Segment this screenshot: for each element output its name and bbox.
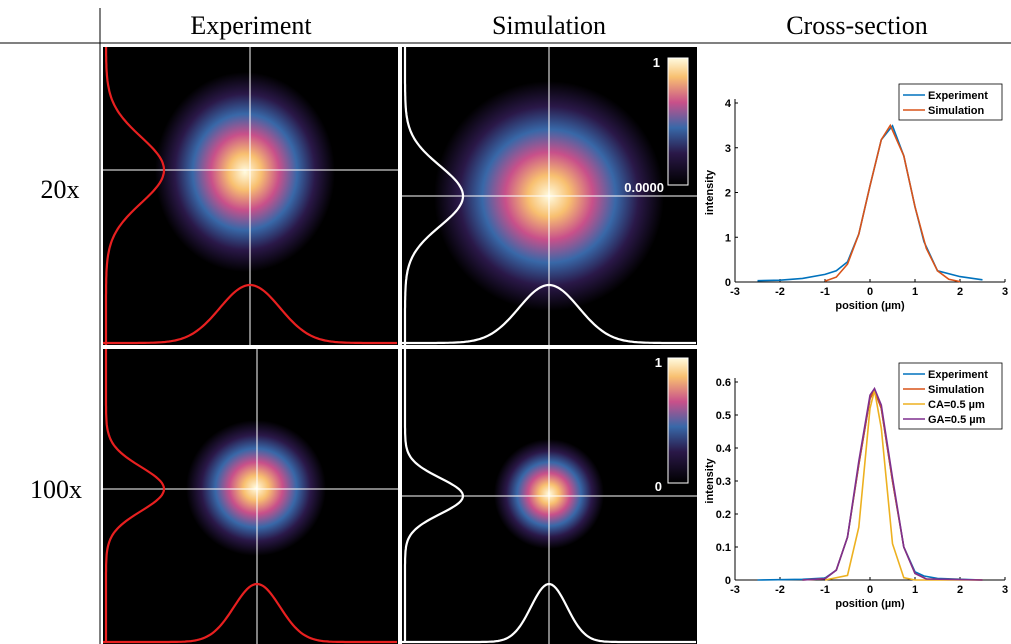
colorbar (667, 357, 689, 484)
image-panel (103, 349, 398, 644)
profile (104, 47, 166, 345)
legend: Experiment Simulation (898, 83, 1003, 121)
y-tick-label: 0.6 (716, 377, 731, 389)
line-series (824, 123, 961, 283)
profile (403, 349, 464, 643)
line-series (802, 386, 983, 581)
colorbar-label: 0.0000 (624, 180, 664, 195)
profile (402, 583, 696, 644)
chart: -3 -2 -1 0 1 2 3 0 0.1 0.2 0.3 0.4 0.5 0.6 position (µ… (704, 362, 1008, 610)
x-tick-label: 0 (867, 286, 873, 298)
column-header: Cross-section (786, 11, 928, 40)
line-series (824, 390, 983, 581)
x-axis-label: position (µm) (835, 300, 905, 312)
legend-label: Experiment (928, 90, 988, 102)
colorbar-label: 1 (653, 55, 660, 70)
x-tick-label: 3 (1002, 584, 1008, 596)
profiles (103, 47, 697, 644)
x-tick-label: 2 (957, 584, 963, 596)
legend-box (898, 83, 1003, 121)
x-tick-label: 2 (957, 286, 963, 298)
y-axis-label: intensity (704, 169, 716, 215)
legend: Experiment Simulation CA=0.5 µm GA=0.5 µm (898, 362, 1003, 430)
profile (402, 283, 696, 345)
y-tick-label: 0.4 (716, 443, 732, 455)
colorbar-label: 0 (655, 479, 662, 494)
column-header: Experiment (190, 11, 312, 40)
y-tick-label: 0 (725, 575, 731, 587)
x-tick-label: 1 (912, 286, 918, 298)
y-tick-label: 0.2 (716, 509, 731, 521)
legend-label: GA=0.5 µm (928, 414, 986, 426)
y-tick-label: 1 (725, 232, 731, 244)
x-tick-label: -2 (775, 584, 785, 596)
y-tick-label: 0.5 (716, 410, 731, 422)
profile (103, 582, 397, 644)
y-tick-label: 0 (725, 277, 731, 289)
x-tick-label: 1 (912, 584, 918, 596)
legend-label: Simulation (928, 384, 985, 396)
chart: -3 -2 -1 0 1 2 3 0 1 2 3 4 position (µm) intensity Exp… (704, 83, 1008, 312)
x-tick-label: -3 (730, 584, 740, 596)
x-axis-label: position (µm) (835, 598, 905, 610)
column-header: Simulation (492, 11, 606, 40)
profile (104, 349, 166, 643)
line-series (757, 124, 983, 282)
y-tick-label: 2 (725, 188, 731, 200)
x-tick-label: -1 (820, 286, 830, 298)
legend-label: Experiment (928, 369, 988, 381)
colorbar (667, 57, 689, 186)
x-tick-label: -1 (820, 584, 830, 596)
profile (103, 283, 397, 345)
x-tick-label: 3 (1002, 286, 1008, 298)
row-label: 20x (41, 175, 80, 204)
y-axis-label: intensity (704, 458, 716, 504)
legend-label: CA=0.5 µm (928, 399, 985, 411)
colorbar-label: 1 (655, 355, 662, 370)
y-tick-label: 0.1 (716, 542, 731, 554)
y-tick-label: 4 (725, 98, 732, 110)
x-tick-label: 0 (867, 584, 873, 596)
y-tick-label: 3 (725, 143, 731, 155)
x-tick-label: -3 (730, 286, 740, 298)
row-label: 100x (30, 475, 82, 504)
profile (403, 47, 465, 345)
y-tick-label: 0.3 (716, 476, 731, 488)
x-tick-label: -2 (775, 286, 785, 298)
legend-label: Simulation (928, 105, 985, 117)
